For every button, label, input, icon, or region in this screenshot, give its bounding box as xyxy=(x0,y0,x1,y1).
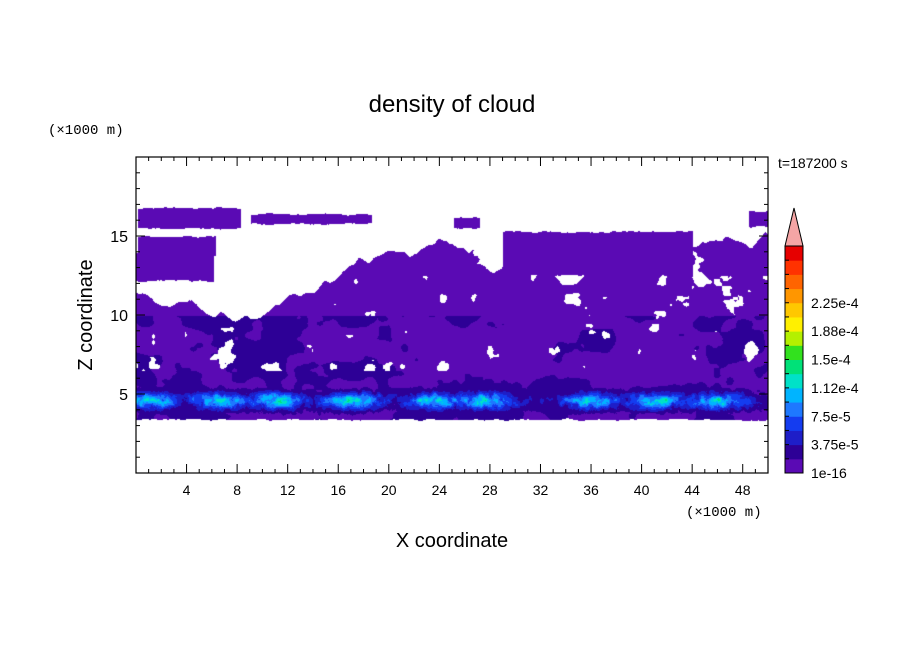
colorbar-segment xyxy=(785,260,803,275)
plot-area xyxy=(135,156,769,474)
x-tick-label: 36 xyxy=(583,482,599,498)
time-label: t=187200 s xyxy=(778,155,848,171)
colorbar-label: 2.25e-4 xyxy=(811,295,859,311)
x-tick-label: 40 xyxy=(634,482,650,498)
x-tick-label: 24 xyxy=(432,482,448,498)
x-tick-label: 44 xyxy=(684,482,700,498)
x-tick-label: 12 xyxy=(280,482,296,498)
y-axis-label: Z coordinate xyxy=(75,259,97,370)
x-unit-label: (×1000 m) xyxy=(686,505,762,521)
colorbar-segment xyxy=(785,345,803,360)
plot-frame xyxy=(135,156,769,474)
colorbar-segment xyxy=(785,359,803,375)
colorbar-label: 7.5e-5 xyxy=(811,408,851,424)
x-tick-labels: 4 8 12 16 20 24 28 32 36 40 44 48 xyxy=(183,482,751,498)
colorbar-segment xyxy=(785,416,803,431)
colorbar-segment xyxy=(785,444,803,460)
colorbar-segment xyxy=(785,402,803,417)
colorbar-label: 3.75e-5 xyxy=(811,437,859,453)
y-tick-label: 10 xyxy=(110,308,128,325)
colorbar-segment xyxy=(785,331,803,346)
colorbar-label: 1.12e-4 xyxy=(811,380,859,396)
x-tick-label: 4 xyxy=(183,482,191,498)
x-tick-label: 8 xyxy=(233,482,241,498)
colorbar-segment xyxy=(785,288,803,304)
colorbar-segment xyxy=(785,316,803,332)
y-tick-labels: 5 10 15 xyxy=(110,229,128,404)
colorbar-labels: 1e-16 3.75e-5 7.5e-5 1.12e-4 1.5e-4 1.88e-4 2.… xyxy=(811,295,859,481)
axis-ticks xyxy=(136,157,768,473)
colorbar-label: 1.88e-4 xyxy=(811,323,859,339)
colorbar xyxy=(784,207,804,474)
y-tick-label: 15 xyxy=(110,229,128,246)
colorbar-label: 1.5e-4 xyxy=(811,352,851,368)
x-axis-label: X coordinate xyxy=(396,530,508,552)
chart-title: density of cloud xyxy=(369,91,536,118)
colorbar-segment xyxy=(785,430,803,446)
colorbar-segment xyxy=(785,458,803,474)
colorbar-segment xyxy=(785,274,803,290)
colorbar-segment xyxy=(785,373,803,389)
y-tick-label: 5 xyxy=(119,387,128,404)
colorbar-label: 1e-16 xyxy=(811,465,847,481)
colorbar-segment xyxy=(785,302,803,318)
x-tick-label: 32 xyxy=(533,482,549,498)
y-unit-label: (×1000 m) xyxy=(48,123,124,139)
colorbar-segment xyxy=(785,246,803,261)
x-tick-label: 16 xyxy=(330,482,346,498)
x-tick-label: 48 xyxy=(735,482,751,498)
density-field xyxy=(136,157,768,473)
colorbar-segment xyxy=(785,387,803,403)
x-tick-label: 28 xyxy=(482,482,498,498)
colorbar-overflow-triangle xyxy=(784,207,804,247)
x-tick-label: 20 xyxy=(381,482,397,498)
